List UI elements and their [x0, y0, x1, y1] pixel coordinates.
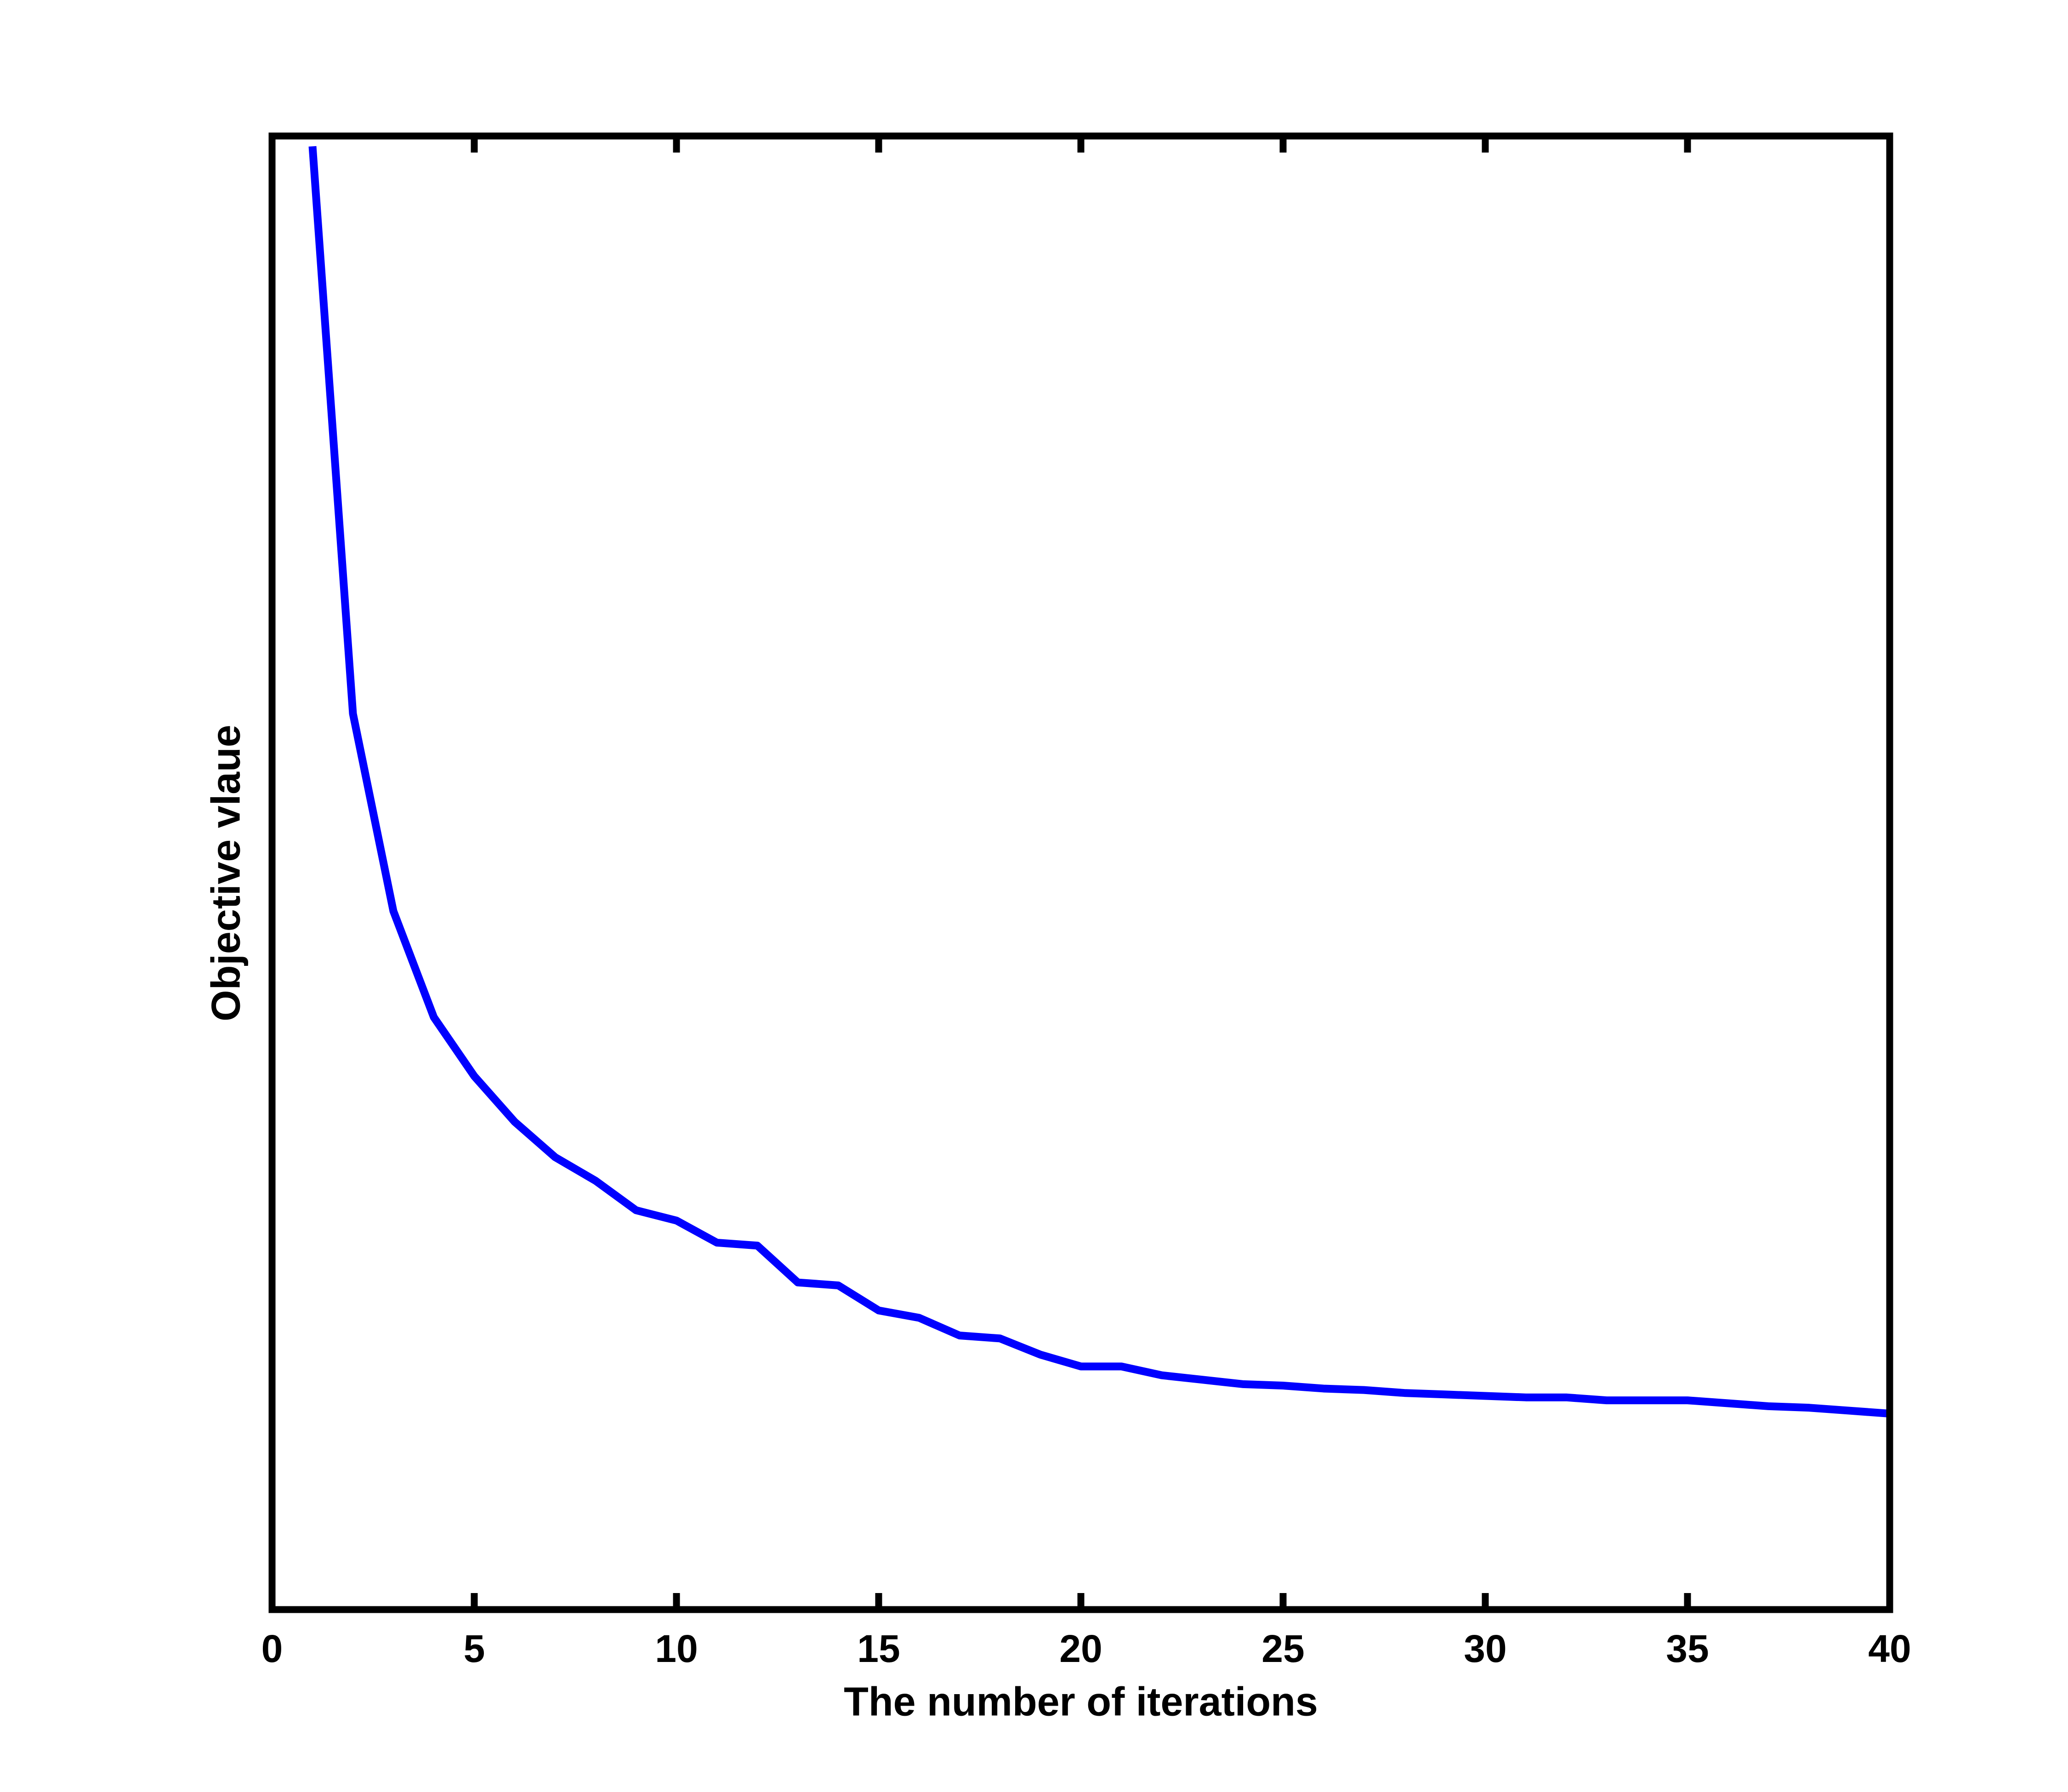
x-tick-label: 0	[261, 1627, 283, 1670]
x-tick-label: 30	[1464, 1627, 1506, 1670]
x-tick-label: 40	[1868, 1627, 1911, 1670]
x-tick-label: 20	[1059, 1627, 1102, 1670]
data-line	[308, 146, 1890, 1418]
x-tick-label: 35	[1666, 1627, 1709, 1670]
x-tick-label: 25	[1261, 1627, 1304, 1670]
x-axis-label: The number of iterations	[844, 1679, 1318, 1724]
x-tick-label: 15	[857, 1627, 900, 1670]
x-tick-label: 5	[464, 1627, 485, 1670]
y-axis-label: Objective vlaue	[203, 725, 248, 1021]
x-tick-label: 10	[655, 1627, 698, 1670]
plot-frame	[268, 132, 1893, 1613]
